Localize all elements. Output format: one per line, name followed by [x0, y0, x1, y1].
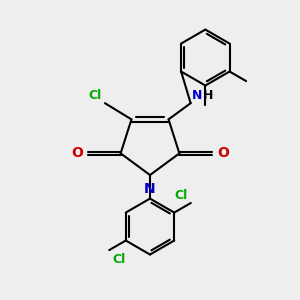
Text: O: O — [71, 146, 83, 161]
Text: O: O — [217, 146, 229, 161]
Text: H: H — [203, 89, 213, 102]
Text: Cl: Cl — [112, 253, 125, 266]
Text: N: N — [144, 182, 156, 197]
Text: Cl: Cl — [89, 89, 102, 102]
Text: N: N — [192, 89, 202, 102]
Text: Cl: Cl — [175, 188, 188, 202]
